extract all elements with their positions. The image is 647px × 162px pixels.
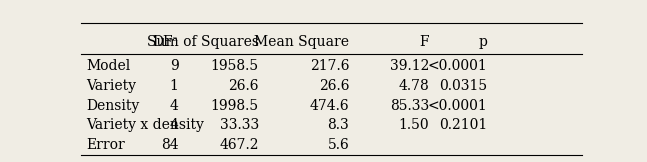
Text: DFᵃ: DFᵃ (153, 35, 179, 49)
Text: 217.6: 217.6 (310, 59, 349, 73)
Text: 1958.5: 1958.5 (211, 59, 259, 73)
Text: 1.50: 1.50 (399, 118, 430, 133)
Text: 0.2101: 0.2101 (439, 118, 487, 133)
Text: Variety x density: Variety x density (86, 118, 204, 133)
Text: 4: 4 (170, 118, 179, 133)
Text: 8.3: 8.3 (327, 118, 349, 133)
Text: 474.6: 474.6 (309, 98, 349, 113)
Text: <0.0001: <0.0001 (427, 59, 487, 73)
Text: 5.6: 5.6 (327, 138, 349, 152)
Text: 0.0315: 0.0315 (439, 79, 487, 93)
Text: 85.33: 85.33 (390, 98, 430, 113)
Text: 1998.5: 1998.5 (211, 98, 259, 113)
Text: 4.78: 4.78 (399, 79, 430, 93)
Text: 467.2: 467.2 (219, 138, 259, 152)
Text: 84: 84 (161, 138, 179, 152)
Text: 33.33: 33.33 (219, 118, 259, 133)
Text: p: p (478, 35, 487, 49)
Text: Density: Density (86, 98, 139, 113)
Text: Variety: Variety (86, 79, 136, 93)
Text: 39.12: 39.12 (390, 59, 430, 73)
Text: 1: 1 (170, 79, 179, 93)
Text: 26.6: 26.6 (318, 79, 349, 93)
Text: Mean Square: Mean Square (254, 35, 349, 49)
Text: Model: Model (86, 59, 130, 73)
Text: 4: 4 (170, 98, 179, 113)
Text: 26.6: 26.6 (228, 79, 259, 93)
Text: Sum of Squares: Sum of Squares (147, 35, 259, 49)
Text: F: F (420, 35, 430, 49)
Text: <0.0001: <0.0001 (427, 98, 487, 113)
Text: 9: 9 (170, 59, 179, 73)
Text: Error: Error (86, 138, 125, 152)
